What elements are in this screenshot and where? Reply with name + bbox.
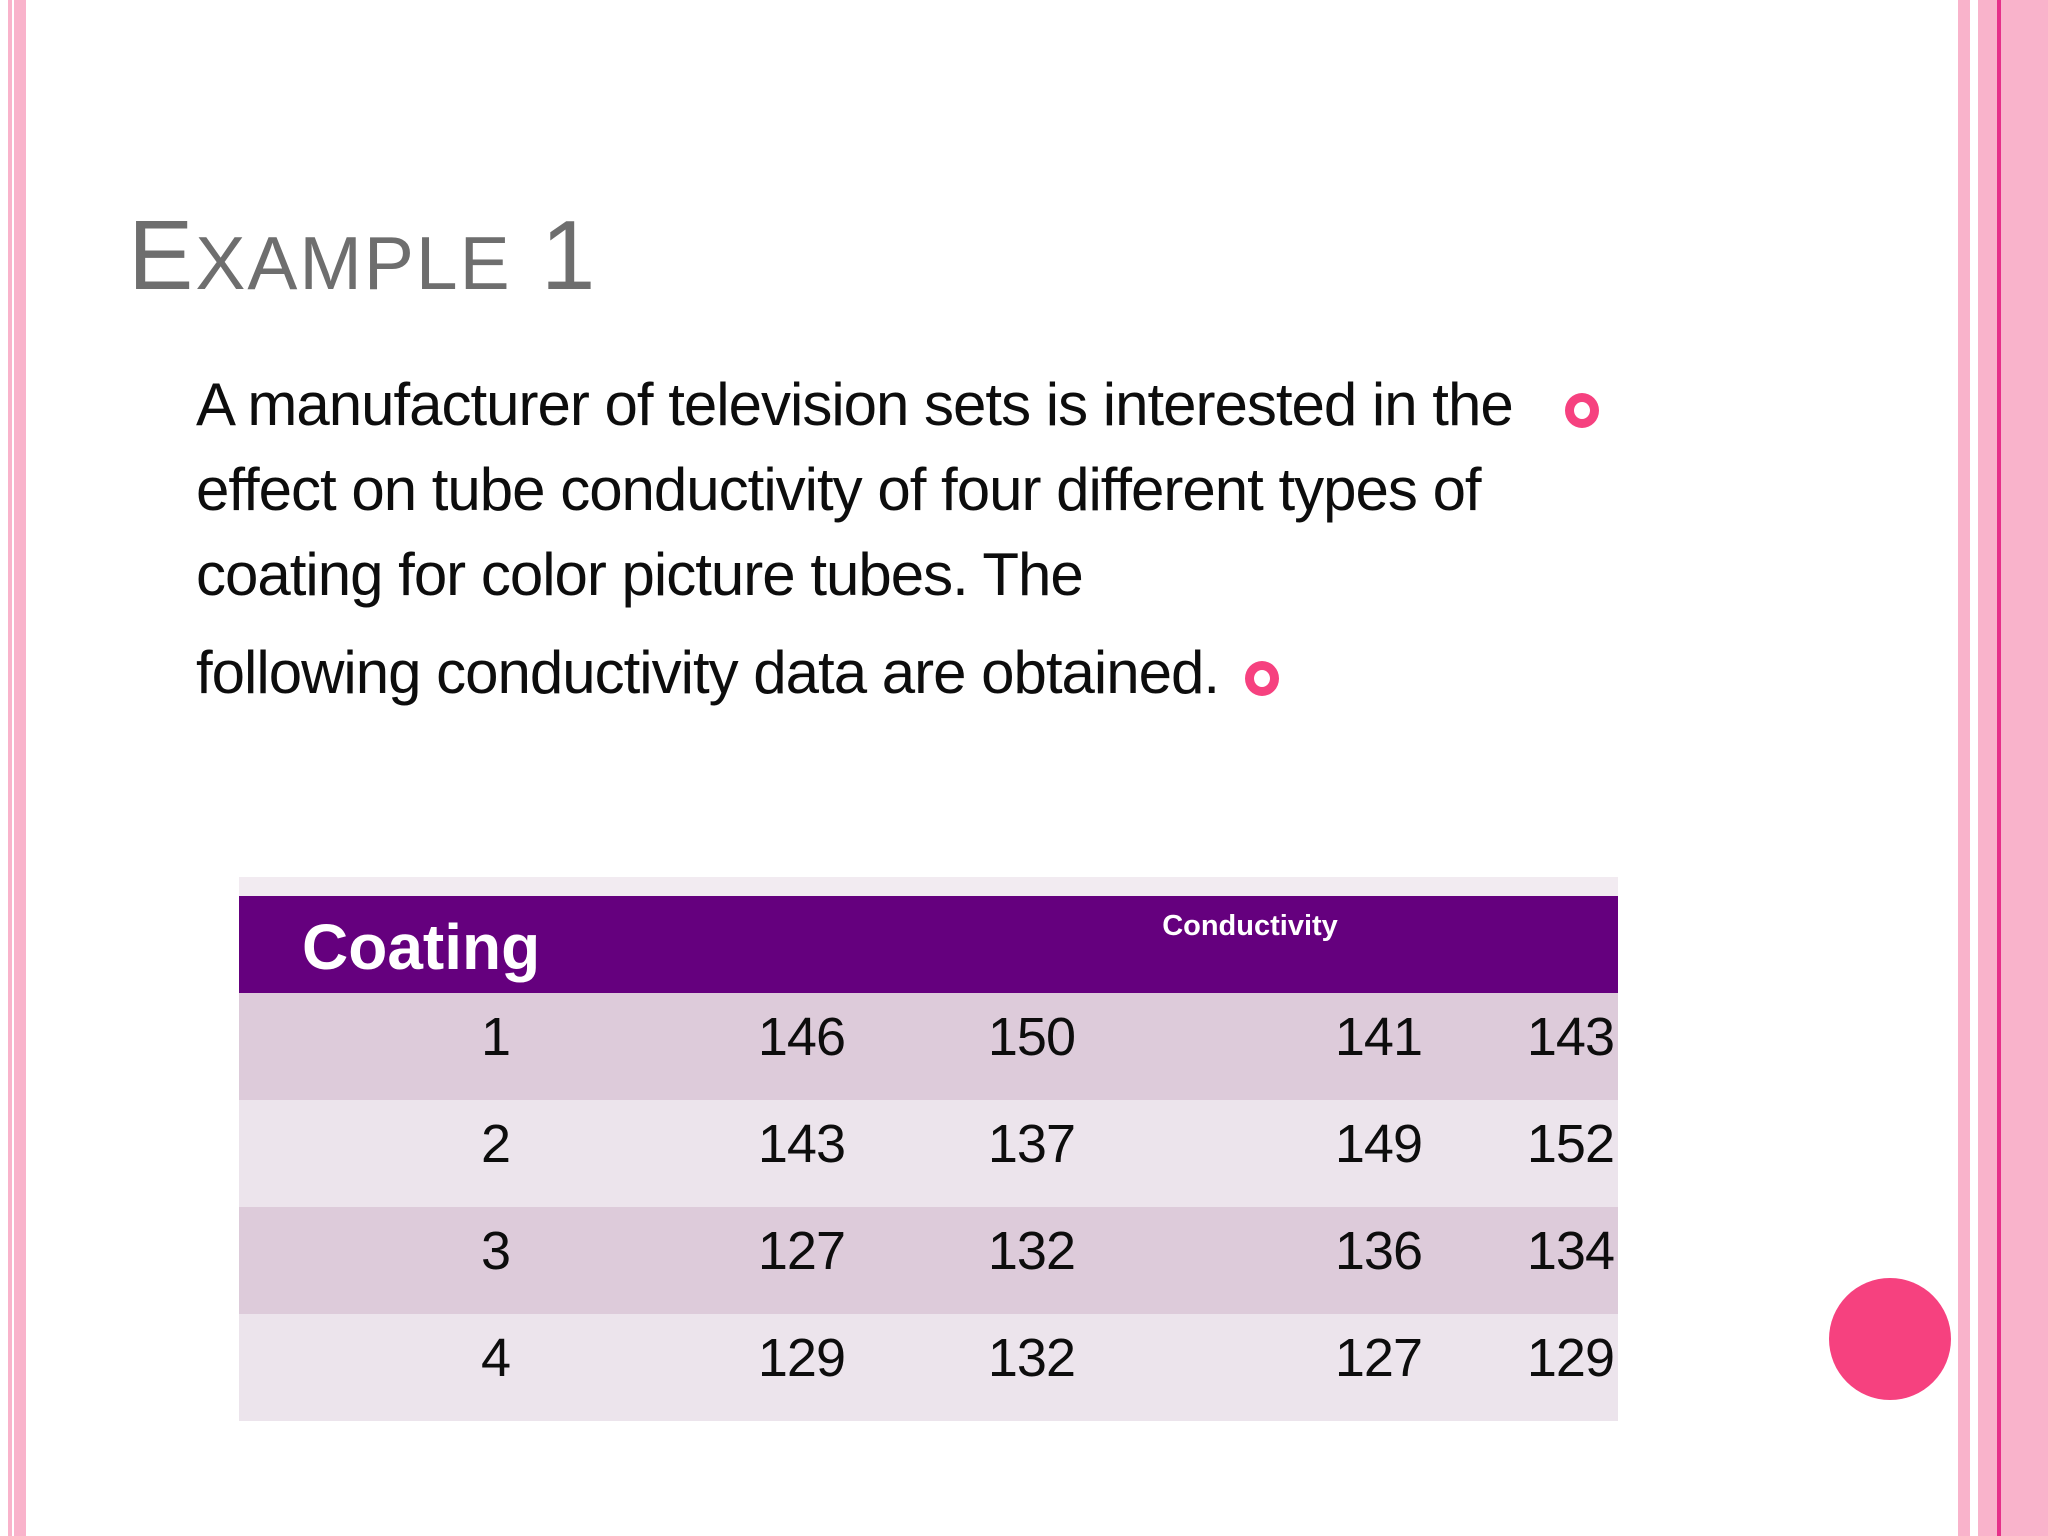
- value-cell: 129: [1526, 1328, 1615, 1388]
- table-header-coating: Coating: [302, 911, 541, 983]
- value-cell: 134: [1526, 1221, 1615, 1281]
- right-border-edge-band: [2001, 0, 2048, 1536]
- left-border-wide-stripe: [14, 0, 26, 1536]
- body-line-1: A manufacturer of television sets is int…: [196, 362, 1599, 447]
- circle-bullet-icon: [1245, 661, 1280, 696]
- table-row: 3 127 132 136 134: [239, 1207, 1618, 1314]
- circle-bullet-icon: [1564, 393, 1599, 428]
- table-row: 2 143 137 149 152: [239, 1100, 1618, 1207]
- body-text-block: A manufacturer of television sets is int…: [196, 362, 1599, 715]
- value-cell: 152: [1526, 1114, 1615, 1174]
- value-cell: 136: [1334, 1221, 1423, 1281]
- value-cell: 127: [1334, 1328, 1423, 1388]
- body-line-3: coating for color picture tubes. The: [196, 532, 1599, 617]
- conductivity-table: Coating Conductivity 1 146 150 141 143 2…: [239, 877, 1618, 1421]
- right-border-magenta-line: [1997, 0, 2001, 1536]
- body-line-1-text: A manufacturer of television sets is int…: [196, 371, 1514, 438]
- value-cell: 149: [1334, 1114, 1423, 1174]
- body-line-2-text: effect on tube conductivity of four diff…: [196, 456, 1482, 523]
- title-number: 1: [511, 200, 598, 310]
- body-line-2: effect on tube conductivity of four diff…: [196, 447, 1599, 532]
- value-cell: 150: [987, 1007, 1076, 1067]
- value-cell: 132: [987, 1328, 1076, 1388]
- right-border-thin-stripe: [1958, 0, 1970, 1536]
- table-row: 1 146 150 141 143: [239, 993, 1618, 1100]
- body-line-4: following conductivity data are obtained…: [196, 630, 1599, 715]
- value-cell: 141: [1334, 1007, 1423, 1067]
- body-line-4-text: following conductivity data are obtained…: [196, 639, 1220, 706]
- value-cell: 146: [757, 1007, 846, 1067]
- coating-cell: 2: [480, 1114, 511, 1174]
- left-border-thin-stripe: [8, 0, 12, 1536]
- table-header-row: Coating Conductivity: [239, 896, 1618, 993]
- table-top-strip: [239, 877, 1618, 896]
- coating-cell: 4: [480, 1328, 511, 1388]
- value-cell: 137: [987, 1114, 1076, 1174]
- value-cell: 143: [1526, 1007, 1615, 1067]
- coating-cell: 1: [480, 1007, 511, 1067]
- value-cell: 143: [757, 1114, 846, 1174]
- coating-cell: 3: [480, 1221, 511, 1281]
- right-border-inner-stripe: [1978, 0, 1997, 1536]
- table-header-conductivity: Conductivity: [1162, 910, 1338, 942]
- value-cell: 127: [757, 1221, 846, 1281]
- value-cell: 129: [757, 1328, 846, 1388]
- value-cell: 132: [987, 1221, 1076, 1281]
- title-lead-cap: E: [128, 200, 196, 310]
- table-row: 4 129 132 127 129: [239, 1314, 1618, 1421]
- page-title: EXAMPLE 1: [128, 206, 597, 304]
- title-small-caps: XAMPLE: [195, 221, 512, 305]
- body-line-3-text: coating for color picture tubes. The: [196, 541, 1084, 608]
- pink-circle-decoration: [1829, 1278, 1951, 1400]
